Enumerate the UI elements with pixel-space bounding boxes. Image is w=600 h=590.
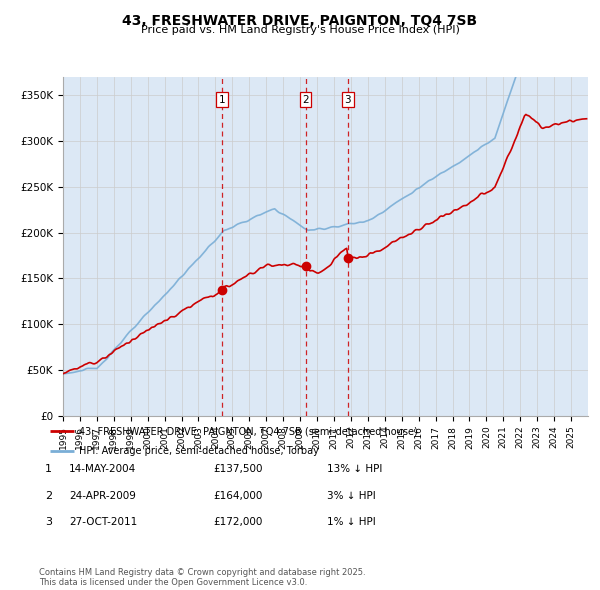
Text: 1% ↓ HPI: 1% ↓ HPI <box>327 517 376 527</box>
Text: £164,000: £164,000 <box>213 491 262 500</box>
Text: 43, FRESHWATER DRIVE, PAIGNTON, TQ4 7SB (semi-detached house): 43, FRESHWATER DRIVE, PAIGNTON, TQ4 7SB … <box>79 427 418 436</box>
Text: HPI: Average price, semi-detached house, Torbay: HPI: Average price, semi-detached house,… <box>79 447 319 456</box>
Text: 2: 2 <box>302 94 309 104</box>
Text: 13% ↓ HPI: 13% ↓ HPI <box>327 464 382 474</box>
Text: 24-APR-2009: 24-APR-2009 <box>69 491 136 500</box>
Text: £172,000: £172,000 <box>213 517 262 527</box>
Text: 3: 3 <box>344 94 351 104</box>
Text: 43, FRESHWATER DRIVE, PAIGNTON, TQ4 7SB: 43, FRESHWATER DRIVE, PAIGNTON, TQ4 7SB <box>122 14 478 28</box>
Text: 3: 3 <box>45 517 52 527</box>
Text: 3% ↓ HPI: 3% ↓ HPI <box>327 491 376 500</box>
Text: Price paid vs. HM Land Registry's House Price Index (HPI): Price paid vs. HM Land Registry's House … <box>140 25 460 35</box>
Text: Contains HM Land Registry data © Crown copyright and database right 2025.
This d: Contains HM Land Registry data © Crown c… <box>39 568 365 587</box>
Text: 1: 1 <box>45 464 52 474</box>
Text: 1: 1 <box>218 94 225 104</box>
Text: 27-OCT-2011: 27-OCT-2011 <box>69 517 137 527</box>
Text: 14-MAY-2004: 14-MAY-2004 <box>69 464 136 474</box>
Text: £137,500: £137,500 <box>213 464 263 474</box>
Text: 2: 2 <box>45 491 52 500</box>
